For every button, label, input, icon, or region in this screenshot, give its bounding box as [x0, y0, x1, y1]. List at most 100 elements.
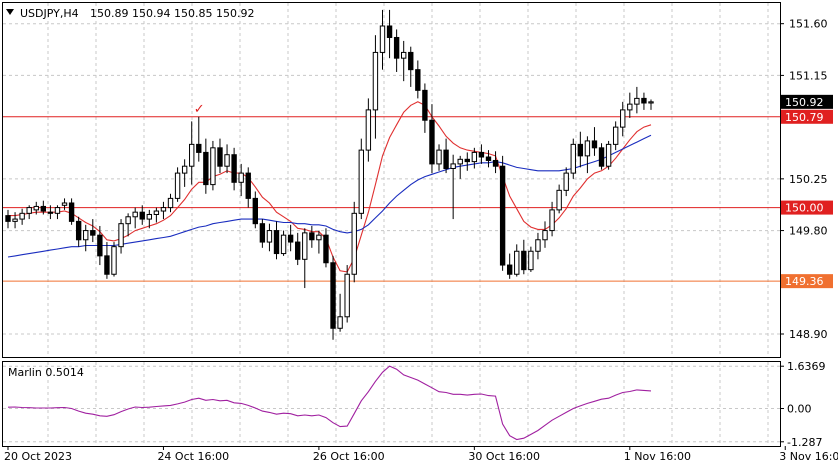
candle: [5, 209, 11, 229]
x-tick-label: 30 Oct 16:00: [468, 450, 540, 463]
candle-body-down: [231, 154, 237, 183]
current-price-tag: [781, 94, 833, 109]
candle-body-up: [111, 246, 117, 275]
candle: [68, 198, 75, 225]
candle: [401, 40, 407, 82]
candle: [224, 144, 230, 174]
candle: [450, 154, 456, 220]
candle: [415, 60, 421, 99]
candle-body-down: [139, 211, 145, 220]
candle-body-up: [280, 234, 287, 255]
candle-body-up: [19, 212, 25, 220]
x-tick-label: 3 Nov 16:00: [779, 450, 838, 463]
candle-body-down: [415, 69, 421, 91]
candle-body-up: [584, 140, 591, 157]
candle-body-up: [542, 230, 548, 241]
candle-body-down: [104, 255, 110, 275]
candle-body-up: [535, 239, 541, 252]
candle-body-down: [287, 234, 294, 243]
candle-body-down: [5, 215, 11, 222]
candle: [231, 147, 237, 191]
candle-body-down: [408, 51, 414, 71]
candle: [111, 242, 117, 277]
candle-body-up: [12, 218, 18, 222]
candle: [344, 265, 350, 323]
candle-body-down: [252, 197, 258, 225]
candle: [12, 212, 18, 229]
candle-body-up: [570, 143, 576, 174]
fast-ma-line: [8, 101, 652, 273]
candle: [181, 159, 188, 187]
moving-averages: [7, 101, 652, 273]
candle: [309, 225, 315, 248]
candle-body-down: [90, 230, 96, 236]
candle: [514, 244, 520, 277]
candle: [443, 138, 449, 174]
candle-body-down: [295, 241, 301, 260]
candle: [33, 201, 39, 215]
candle-body-down: [273, 230, 280, 255]
candle: [556, 184, 562, 214]
candle-body-up: [605, 143, 612, 167]
candle-body-up: [528, 250, 534, 271]
candle-body-down: [591, 140, 598, 149]
candle-body-up: [316, 234, 322, 241]
candle: [323, 228, 329, 268]
candle: [429, 104, 435, 174]
candle: [591, 127, 598, 156]
candle-body-down: [245, 172, 251, 199]
y-tick-label: 151.60: [789, 18, 828, 31]
y-tick-label: 148.90: [789, 328, 828, 341]
candle-body-down: [485, 156, 492, 161]
candle-body-up: [549, 209, 555, 232]
candle: [422, 83, 428, 133]
candle: [210, 140, 216, 191]
candle: [139, 205, 145, 225]
candle: [266, 223, 273, 252]
y-tick-label: 149.80: [789, 225, 828, 238]
candle-body-up: [648, 101, 654, 104]
candle-body-up: [33, 205, 39, 211]
y-tick-label: -1.287: [787, 436, 822, 449]
candle-body-up: [26, 207, 32, 214]
candle-body-down: [68, 202, 75, 222]
candle-body-up: [132, 211, 138, 218]
candle-body-up: [563, 172, 569, 191]
level-tag-label: 150.00: [785, 202, 824, 215]
candle-body-down: [492, 159, 499, 167]
price-level-lines: 150.79 150.00 149.36: [3, 109, 833, 289]
candle-body-down: [47, 211, 54, 214]
time-axis: 20 Oct 2023 24 Oct 16:00 26 Oct 16:00 30 Oc…: [4, 446, 838, 463]
candle-body-up: [612, 126, 619, 145]
candle: [97, 225, 103, 266]
candle-body-up: [514, 250, 520, 275]
candle-body-up: [379, 25, 386, 53]
candle-body-up: [146, 213, 153, 220]
symbol-dropdown-icon[interactable]: [6, 9, 14, 15]
candle-body-down: [598, 147, 605, 167]
candle: [245, 167, 251, 208]
current-price-label: 150.92: [785, 96, 824, 109]
candle-body-down: [75, 220, 82, 241]
candle-body-up: [344, 273, 350, 318]
candle-body-up: [189, 143, 195, 167]
candle-body-down: [641, 97, 647, 104]
candle: [627, 92, 633, 118]
candle-body-down: [259, 223, 266, 243]
candle: [358, 138, 364, 220]
slow-ma-line: [7, 134, 652, 258]
candle-body-down: [330, 262, 336, 329]
candle: [386, 9, 393, 59]
level-tag: [781, 274, 833, 289]
candle-body-up: [181, 165, 188, 174]
check-annotation-icon: ✓: [194, 102, 205, 117]
candle: [570, 138, 576, 179]
oscillator-axis: 1.6369 0.00 -1.287: [780, 360, 826, 449]
candle-body-up: [210, 147, 216, 186]
candle-body-up: [627, 103, 633, 111]
candle: [132, 207, 138, 229]
candle: [563, 167, 569, 197]
candle: [153, 207, 160, 223]
candle-body-up: [302, 232, 308, 260]
